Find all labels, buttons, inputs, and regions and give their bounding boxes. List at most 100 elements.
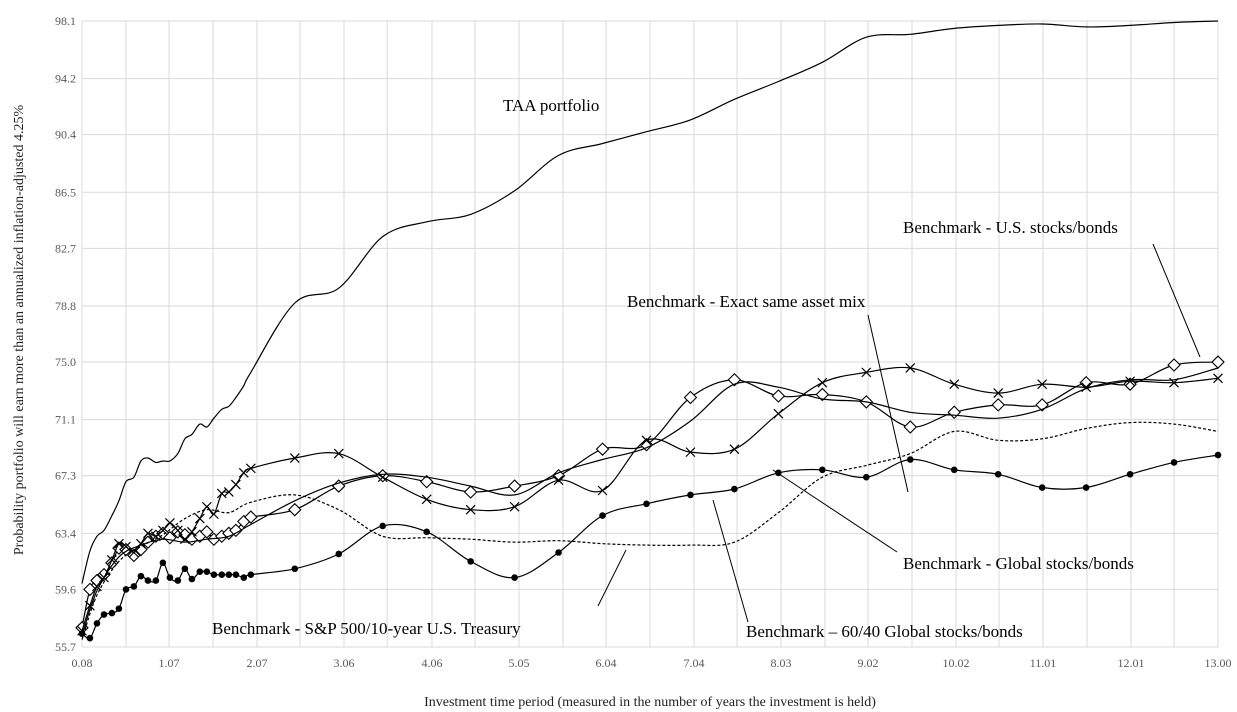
- annotation-label: Benchmark - Exact same asset mix: [627, 292, 866, 311]
- x-marker: [194, 513, 205, 524]
- x-marker: [949, 379, 960, 390]
- tick-labels: 55.7 59.6 63.4 67.3 71.1 75.0 78.8 82.7 86.5 90.4…: [55, 14, 1232, 670]
- x-marker: [465, 504, 476, 515]
- x-tick-label: 8.03: [771, 656, 792, 670]
- y-tick-label: 55.7: [55, 640, 76, 654]
- dot-marker: [291, 565, 299, 573]
- diamond-marker: [1211, 355, 1225, 369]
- dot-marker: [137, 572, 145, 580]
- y-axis-title: Probability portfolio will earn more tha…: [12, 105, 27, 556]
- diamond-marker: [288, 502, 302, 517]
- x-marker: [1037, 379, 1048, 390]
- annotation-leader: [597, 549, 627, 607]
- series-4: [81, 421, 1219, 640]
- diamond-marker: [419, 474, 434, 489]
- x-marker: [333, 448, 344, 459]
- dot-marker: [232, 571, 240, 578]
- series-0: [81, 20, 1219, 584]
- x-tick-label: 4.06: [421, 656, 442, 670]
- x-marker: [729, 444, 740, 455]
- dot-marker: [152, 577, 160, 584]
- diamond-marker: [815, 387, 830, 402]
- x-tick-label: 7.04: [683, 656, 704, 670]
- dot-marker: [599, 512, 606, 519]
- x-marker: [114, 538, 124, 549]
- dot-marker: [100, 611, 108, 618]
- dot-marker: [144, 577, 152, 584]
- x-marker: [172, 525, 183, 536]
- dot-marker: [218, 571, 226, 578]
- x-tick-label: 0.08: [72, 656, 93, 670]
- diamond-marker: [947, 405, 962, 420]
- diamond-marker: [229, 523, 243, 538]
- y-tick-label: 67.3: [55, 469, 76, 483]
- dot-marker: [115, 605, 123, 612]
- x-marker: [817, 377, 828, 388]
- y-tick-label: 98.1: [55, 14, 76, 28]
- dot-marker: [93, 620, 101, 627]
- dot-marker: [240, 574, 248, 581]
- x-marker: [773, 408, 784, 419]
- diamond-marker: [771, 389, 786, 403]
- x-marker: [421, 494, 432, 505]
- x-tick-label: 1.07: [159, 656, 180, 670]
- dot-marker: [188, 575, 196, 583]
- x-marker: [186, 526, 197, 537]
- series-line-4: [81, 421, 1219, 640]
- diamond-marker: [991, 398, 1005, 412]
- dot-marker: [950, 466, 958, 474]
- diamond-marker: [683, 390, 698, 405]
- diamond-marker: [903, 420, 918, 434]
- dot-marker: [731, 485, 738, 493]
- dot-marker: [1038, 484, 1046, 491]
- dot-marker: [174, 577, 182, 584]
- diamond-marker: [83, 582, 97, 597]
- diamond-marker: [595, 442, 610, 456]
- x-marker: [905, 363, 916, 373]
- x-marker: [165, 518, 175, 528]
- dot-marker: [423, 528, 430, 536]
- series-layer: [75, 20, 1225, 642]
- annotations: TAA portfolio Benchmark - U.S. stocks/bon…: [212, 96, 1134, 641]
- x-marker: [641, 435, 652, 446]
- dot-marker: [819, 466, 826, 474]
- dot-marker: [1082, 484, 1090, 491]
- x-marker: [1125, 376, 1135, 387]
- dot-marker: [643, 500, 650, 508]
- x-tick-label: 10.02: [942, 656, 969, 670]
- annotation-label: Benchmark – 60/40 Global stocks/bonds: [746, 622, 1023, 641]
- dot-marker: [86, 634, 94, 642]
- x-marker: [993, 388, 1004, 398]
- x-marker: [238, 467, 249, 478]
- y-tick-label: 71.1: [55, 413, 76, 427]
- dot-marker: [247, 571, 255, 578]
- dot-marker: [78, 630, 86, 638]
- dot-marker: [225, 571, 233, 578]
- annotation-label: Benchmark - Global stocks/bonds: [903, 554, 1134, 573]
- annotation-leader: [772, 469, 898, 553]
- dot-marker: [203, 568, 211, 576]
- dot-marker: [108, 609, 116, 617]
- series-line-0: [81, 20, 1219, 584]
- dot-marker: [906, 456, 914, 463]
- x-marker: [106, 554, 117, 565]
- x-marker: [553, 475, 564, 486]
- diamond-marker: [1167, 358, 1181, 372]
- x-marker: [143, 528, 153, 539]
- y-tick-label: 90.4: [55, 128, 76, 142]
- diamond-marker: [551, 468, 566, 483]
- dot-marker: [862, 473, 870, 481]
- x-marker: [245, 463, 256, 474]
- dot-marker: [335, 550, 343, 558]
- x-marker: [861, 367, 872, 378]
- x-tick-label: 5.05: [508, 656, 529, 670]
- dot-marker: [467, 558, 474, 565]
- annotation-leader: [867, 314, 909, 493]
- y-tick-label: 82.7: [55, 241, 76, 255]
- series-3: [81, 367, 1219, 636]
- series-5: [78, 451, 1222, 642]
- x-tick-label: 9.02: [858, 656, 879, 670]
- x-marker: [84, 600, 95, 611]
- y-tick-label: 75.0: [55, 355, 76, 369]
